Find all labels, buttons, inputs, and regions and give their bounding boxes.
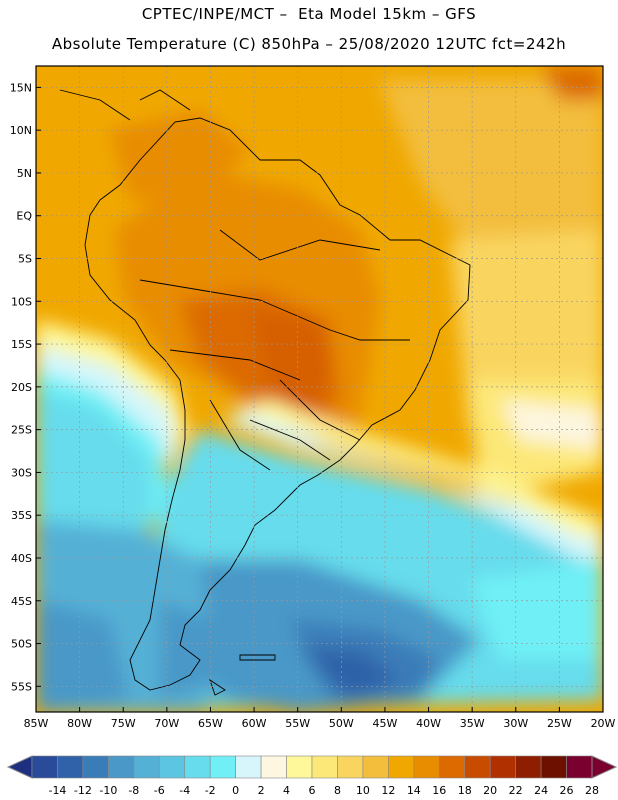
colorbar-swatch xyxy=(158,755,186,779)
lat-label: 10N xyxy=(10,124,32,137)
map-border xyxy=(35,65,604,713)
colorbar-swatch xyxy=(566,755,593,779)
colorbar-swatch xyxy=(438,755,466,779)
latitude-labels: 15N 10N 5N EQ 5S 10S 15S 20S 25S 30S 35S 40S 45S 50S 5… xyxy=(10,81,41,693)
colorbar-tick-label: -8 xyxy=(128,784,139,797)
colorbar-swatch xyxy=(133,755,160,779)
colorbar-swatch xyxy=(31,755,58,779)
colorbar-tick-label: 10 xyxy=(356,784,370,797)
lon-label: 85W xyxy=(24,717,49,730)
longitude-labels: 85W 80W 75W 70W 65W 60W 55W 50W 45W 40W 35W 30W 25W 2… xyxy=(24,707,616,730)
lat-label: 15N xyxy=(10,81,32,94)
colorbar-tick-label: 22 xyxy=(509,784,523,797)
colorbar-over-triangle xyxy=(591,755,618,779)
coastlines xyxy=(59,89,471,696)
colorbar-swatch xyxy=(57,755,84,779)
lat-label: 10S xyxy=(11,295,32,308)
colorbar-swatch xyxy=(489,755,516,779)
colorbar-tick-label: 20 xyxy=(483,784,497,797)
colorbar-swatch xyxy=(540,755,567,779)
colorbar-tick-label: -2 xyxy=(205,784,216,797)
colorbar: -14 -12 -10 -8 -6 -4 -2 0 2 4 6 8 10 12 14 16 18 20 22 24 26… xyxy=(6,755,618,797)
colorbar-tick-label: -6 xyxy=(154,784,165,797)
lat-label: 40S xyxy=(11,552,32,565)
lat-label: 55S xyxy=(11,680,32,693)
chart-title: CPTEC/INPE/MCT – Eta Model 15km – GFS xyxy=(141,5,477,23)
lon-label: 40W xyxy=(416,717,441,730)
temperature-field xyxy=(36,66,603,712)
colorbar-tick-label: 2 xyxy=(258,784,265,797)
colorbar-swatch xyxy=(184,755,211,779)
lon-label: 55W xyxy=(285,717,310,730)
chart-subtitle: Absolute Temperature (C) 850hPa – 25/08/… xyxy=(51,35,567,53)
colorbar-tick-label: -12 xyxy=(74,784,92,797)
colorbar-tick-label: -4 xyxy=(179,784,190,797)
colorbar-tick-label: 26 xyxy=(560,784,574,797)
colorbar-tick-label: 28 xyxy=(585,784,599,797)
colorbar-under-triangle xyxy=(6,755,33,779)
colorbar-swatch xyxy=(260,755,287,779)
lon-label: 20W xyxy=(591,717,616,730)
colorbar-swatch xyxy=(388,755,415,779)
colorbar-tick-label: 16 xyxy=(432,784,446,797)
colorbar-swatch xyxy=(515,755,542,779)
colorbar-swatch xyxy=(464,755,491,779)
lon-label: 45W xyxy=(372,717,397,730)
colorbar-swatch xyxy=(108,755,135,779)
colorbar-swatch xyxy=(235,755,262,779)
colorbar-tick-label: 14 xyxy=(407,784,421,797)
lat-label: 45S xyxy=(11,595,32,608)
colorbar-tick-label: 12 xyxy=(381,784,395,797)
colorbar-tick-label: 4 xyxy=(283,784,290,797)
lon-label: 65W xyxy=(198,717,223,730)
colorbar-tick-label: 24 xyxy=(534,784,548,797)
lon-label: 35W xyxy=(460,717,485,730)
colorbar-swatch xyxy=(337,755,364,779)
lat-label: 20S xyxy=(11,381,32,394)
colorbar-tick-label: 18 xyxy=(458,784,472,797)
colorbar-swatch xyxy=(413,755,440,779)
lon-label: 60W xyxy=(242,717,267,730)
lat-label: 50S xyxy=(11,638,32,651)
lat-label: 5S xyxy=(18,253,32,266)
colorbar-tick-label: 8 xyxy=(334,784,341,797)
lat-label: 25S xyxy=(11,424,32,437)
lat-label: 5N xyxy=(17,167,32,180)
colorbar-tick-label: 0 xyxy=(232,784,239,797)
colorbar-swatch xyxy=(362,755,389,779)
colorbar-swatch xyxy=(82,755,109,779)
colorbar-swatch xyxy=(209,755,236,779)
lon-label: 75W xyxy=(111,717,136,730)
lat-label: EQ xyxy=(16,210,32,223)
lat-label: 35S xyxy=(11,509,32,522)
lon-label: 50W xyxy=(329,717,354,730)
lon-label: 80W xyxy=(67,717,92,730)
colorbar-tick-label: -14 xyxy=(48,784,66,797)
colorbar-swatch xyxy=(311,755,338,779)
colorbar-tick-label: -10 xyxy=(99,784,117,797)
colorbar-swatch xyxy=(286,755,313,779)
lon-label: 25W xyxy=(547,717,572,730)
colorbar-tick-label: 6 xyxy=(309,784,316,797)
lon-label: 70W xyxy=(154,717,179,730)
lat-label: 15S xyxy=(11,338,32,351)
lon-label: 30W xyxy=(503,717,528,730)
lat-label: 30S xyxy=(11,466,32,479)
